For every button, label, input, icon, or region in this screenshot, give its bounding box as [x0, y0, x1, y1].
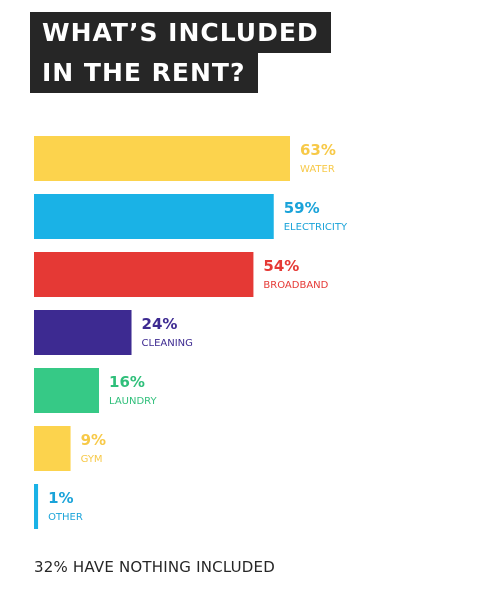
title-line-1: WHAT’S INCLUDED — [30, 12, 331, 53]
bar-other — [34, 484, 39, 529]
value-label-electricity: 59% — [284, 199, 320, 217]
category-label-electricity: ELECTRICITY — [284, 222, 348, 233]
category-label-cleaning: CLEANING — [142, 338, 193, 349]
category-label-gym: GYM — [81, 454, 103, 465]
category-label-water: WATER — [300, 164, 335, 175]
category-label-other: OTHER — [48, 512, 83, 523]
value-label-broadband: 54% — [263, 257, 299, 275]
bar-water — [34, 136, 290, 181]
bar-laundry — [34, 368, 100, 413]
value-label-water: 63% — [300, 141, 336, 159]
title-line-2: IN THE RENT? — [30, 52, 258, 93]
bar-cleaning — [34, 310, 132, 355]
value-label-laundry: 16% — [109, 373, 145, 391]
value-label-cleaning: 24% — [142, 315, 178, 333]
category-label-laundry: LAUNDRY — [109, 396, 157, 407]
value-label-other: 1% — [48, 489, 73, 507]
bar-gym — [34, 426, 71, 471]
value-label-gym: 9% — [81, 431, 106, 449]
bar-electricity — [34, 194, 274, 239]
chart-title: WHAT’S INCLUDED IN THE RENT? — [30, 12, 331, 93]
category-label-broadband: BROADBAND — [263, 280, 328, 291]
footer-note: 32% HAVE NOTHING INCLUDED — [34, 558, 275, 576]
bar-broadband — [34, 252, 254, 297]
